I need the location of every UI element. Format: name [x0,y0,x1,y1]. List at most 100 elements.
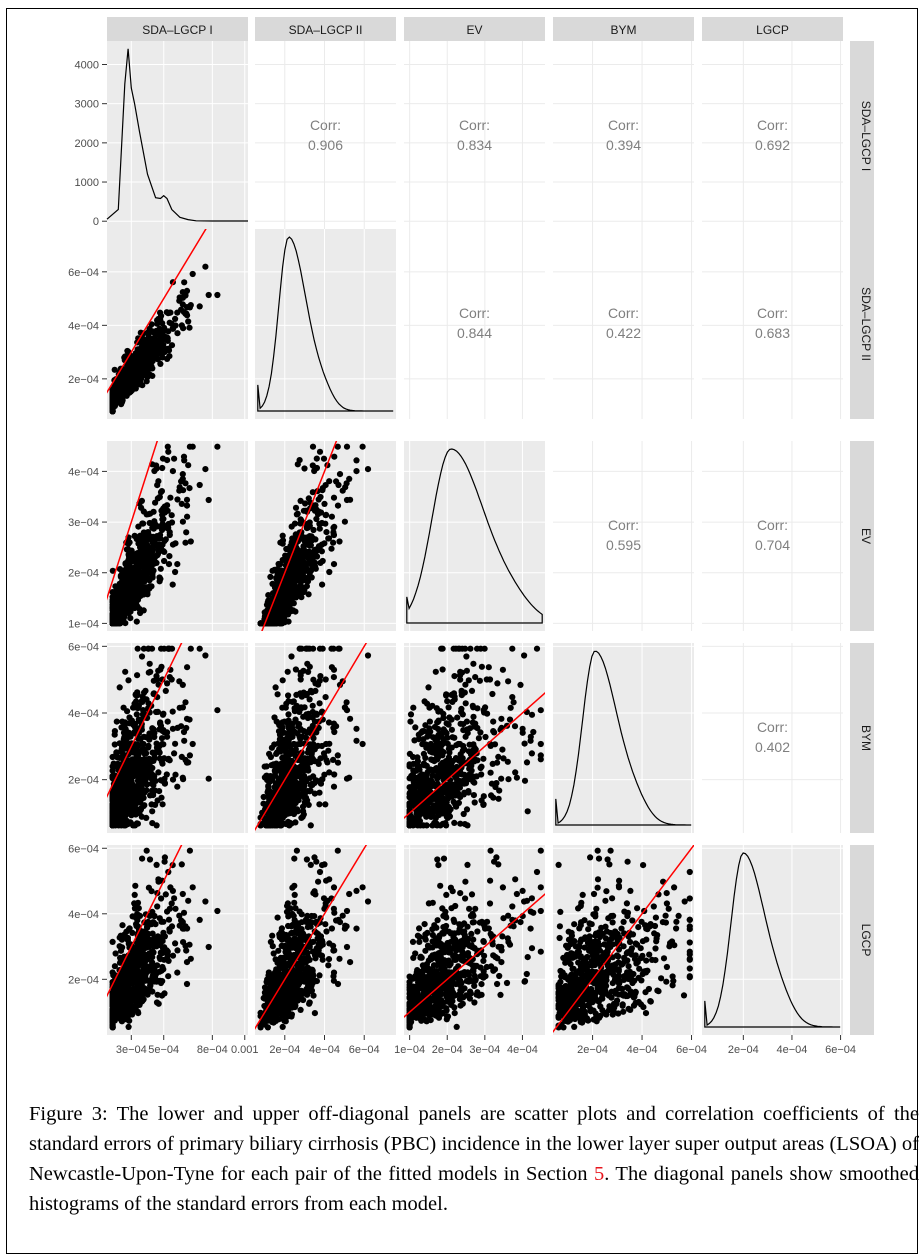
scatter-point [214,291,221,299]
scatter-point [305,801,312,809]
scatter-point [302,507,310,514]
scatter-point [132,691,139,698]
scatter-point [292,504,300,511]
scatter-point [165,645,172,652]
scatter-point [134,899,142,906]
scatter-point [510,699,517,706]
scatter-point [132,385,139,392]
scatter-point [141,351,148,358]
scatter-point [112,950,119,957]
scatter-point [157,489,165,496]
scatter-point [353,737,360,744]
scatter-point [311,559,318,566]
scatter-point [154,991,161,998]
panel-2-2 [404,441,545,631]
scatter-point [180,728,188,736]
scatter-point [315,681,322,688]
scatter-point [431,819,438,827]
scatter-point [156,548,163,555]
scatter-point [490,718,497,725]
scatter-point [265,592,272,599]
scatter-point [280,803,287,810]
scatter-point [111,741,118,748]
scatter-point [165,524,172,531]
scatter-point [509,694,516,701]
scatter-point [154,746,161,753]
scatter-point [307,822,314,829]
pairs-plot-matrix: Corr:0.906Corr:0.834Corr:0.394Corr:0.692… [68,17,874,1056]
scatter-point [281,718,288,725]
scatter-point [172,315,179,322]
scatter-point [134,741,141,748]
scatter-point [293,511,300,518]
scatter-point [420,736,427,743]
scatter-point [169,581,176,588]
scatter-point [157,360,164,367]
scatter-point [308,758,315,765]
scatter-point [310,645,317,652]
scatter-point [484,710,491,717]
scatter-point [317,673,324,680]
scatter-point [111,731,118,738]
scatter-point [451,673,458,680]
scatter-point [459,645,466,652]
scatter-point [202,466,209,473]
scatter-point [410,760,417,768]
scatter-point [470,792,477,799]
scatter-point [164,908,171,915]
scatter-point [163,771,170,778]
scatter-point [319,581,326,588]
scatter-point [426,797,433,804]
scatter-point [302,500,309,507]
panel-0-3 [553,41,694,231]
scatter-point [331,771,338,778]
scatter-point [116,684,123,691]
scatter-point [159,801,166,808]
scatter-point [489,760,496,768]
scatter-point [302,794,310,801]
scatter-point [164,355,171,362]
scatter-point [153,861,160,869]
scatter-point [122,560,129,567]
scatter-point [323,511,330,518]
scatter-point [150,757,157,765]
scatter-point [330,524,337,531]
scatter-point [471,758,478,765]
scatter-point [282,784,289,791]
scatter-point [143,511,150,518]
scatter-point [214,707,221,714]
scatter-point [112,601,119,608]
scatter-point [148,645,156,652]
scatter-point [129,929,136,937]
scatter-point [275,813,282,821]
panel-2-3 [553,441,694,631]
scatter-point [165,328,172,335]
scatter-point [143,787,150,794]
scatter-point [144,767,151,774]
scatter-point [316,525,323,532]
scatter-point [157,309,164,316]
scatter-point [145,744,152,751]
scatter-point [180,909,188,916]
scatter-point [176,704,183,711]
scatter-point [285,711,292,718]
scatter-point [150,508,157,515]
scatter-point [186,485,193,492]
scatter-point [137,378,144,385]
scatter-point [186,752,193,759]
scatter-point [288,653,295,660]
scatter-point [316,645,324,652]
scatter-point [129,784,137,791]
scatter-point [439,666,446,673]
scatter-point [151,542,158,549]
scatter-point [111,963,118,970]
scatter-point [129,552,137,559]
scatter-point [169,776,177,783]
scatter-point [179,471,186,478]
scatter-point [267,573,274,581]
scatter-point [277,760,285,768]
scatter-point [144,374,151,381]
scatter-point [161,537,168,545]
scatter-point [505,678,512,685]
scatter-point [120,376,128,384]
